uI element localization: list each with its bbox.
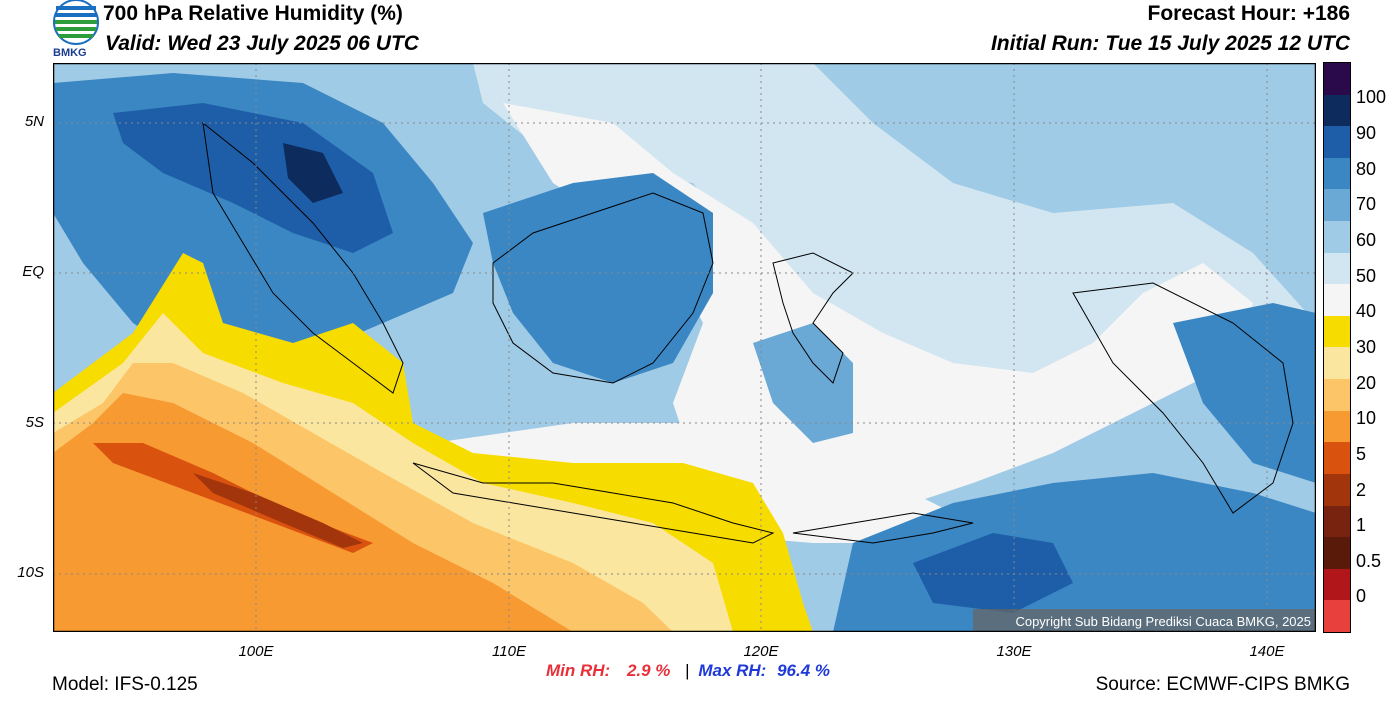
rh-90-core xyxy=(283,143,343,203)
colorbar-swatch xyxy=(1324,537,1350,569)
cb-label: 20 xyxy=(1356,373,1377,393)
cb-label: 0.5 xyxy=(1356,551,1382,571)
lat-label-10s: 10S xyxy=(17,564,44,581)
rh-80-southeast-core xyxy=(913,533,1073,613)
cb-label: 90 xyxy=(1356,123,1377,143)
map-title: 700 hPa Relative Humidity (%) xyxy=(103,2,403,25)
stats-separator: | xyxy=(685,661,690,680)
min-rh-label: Min RH: xyxy=(546,661,611,680)
cb-label: 70 xyxy=(1356,194,1377,214)
bmkg-logo xyxy=(53,0,99,45)
graticule xyxy=(53,63,1316,632)
map-frame xyxy=(53,63,1316,632)
humidity-map: Copyright Sub Bidang Prediksi Cuaca BMKG… xyxy=(53,63,1316,632)
rh-70-sulawesi xyxy=(753,323,853,443)
cb-label: 2 xyxy=(1356,480,1367,500)
cb-label: 1 xyxy=(1356,515,1367,535)
colorbar-swatch xyxy=(1324,63,1350,95)
colorbar-swatch xyxy=(1324,252,1350,285)
colorbar-swatch xyxy=(1324,94,1350,127)
max-rh-label: Max RH: xyxy=(698,661,767,680)
rh-50-area xyxy=(473,63,1316,403)
colorbar-swatch xyxy=(1324,410,1350,443)
rh-70-papua xyxy=(1173,303,1316,483)
colorbar xyxy=(1323,62,1351,633)
logo-text: BMKG xyxy=(53,47,87,59)
max-rh-value: 96.4 % xyxy=(777,661,831,680)
cb-label: 60 xyxy=(1356,230,1377,250)
colorbar-swatch xyxy=(1324,473,1350,506)
min-rh-value: 2.9 % xyxy=(626,661,671,680)
rh-1-streak xyxy=(193,473,363,548)
cb-label: 0 xyxy=(1356,586,1367,606)
colorbar-swatch xyxy=(1324,315,1350,348)
coastlines xyxy=(202,121,1294,544)
lon-label-130e: 130E xyxy=(996,643,1032,660)
cb-label: 40 xyxy=(1356,301,1377,321)
data-source: Source: ECMWF-CIPS BMKG xyxy=(1095,674,1350,695)
copyright-text: Copyright Sub Bidang Prediksi Cuaca BMKG… xyxy=(1015,614,1311,629)
forecast-hour: Forecast Hour: +186 xyxy=(1147,2,1351,25)
colorbar-swatch xyxy=(1324,157,1350,190)
cb-label: 80 xyxy=(1356,159,1377,179)
colorbar-swatch xyxy=(1324,221,1350,253)
valid-time: Valid: Wed 23 July 2025 06 UTC xyxy=(105,32,419,55)
colorbar-swatch xyxy=(1324,379,1350,411)
rh-70-borneo xyxy=(483,173,713,383)
colorbar-swatch xyxy=(1324,600,1350,632)
colorbar-swatch xyxy=(1324,189,1350,222)
model-name: Model: IFS-0.125 xyxy=(52,674,198,695)
cb-label: 5 xyxy=(1356,444,1367,464)
lon-label-120e: 120E xyxy=(743,643,779,660)
rh-5-band xyxy=(53,393,573,632)
rh-stats: Min RH: 2.9 % | Max RH: 96.4 % xyxy=(546,661,830,681)
lon-label-110e: 110E xyxy=(492,643,526,660)
colorbar-swatch xyxy=(1324,126,1350,158)
lat-label-5s: 5S xyxy=(25,414,44,431)
cb-label: 10 xyxy=(1356,408,1377,428)
lon-label-140e: 140E xyxy=(1249,643,1285,660)
colorbar-swatch xyxy=(1324,505,1350,538)
rh-80-core xyxy=(113,103,393,253)
colorbar-swatch xyxy=(1324,284,1350,316)
cb-label: 100 xyxy=(1356,87,1387,107)
colorbar-swatch xyxy=(1324,347,1350,380)
cb-label: 50 xyxy=(1356,266,1377,286)
copyright-box xyxy=(973,609,1316,632)
lat-label-5n: 5N xyxy=(24,113,44,130)
lat-label-eq: EQ xyxy=(22,263,44,280)
colorbar-swatch xyxy=(1324,568,1350,601)
cb-label: 30 xyxy=(1356,337,1377,357)
colorbar-swatch xyxy=(1324,442,1350,474)
initial-run: Initial Run: Tue 15 July 2025 12 UTC xyxy=(990,32,1350,55)
lon-label-100e: 100E xyxy=(238,643,274,660)
